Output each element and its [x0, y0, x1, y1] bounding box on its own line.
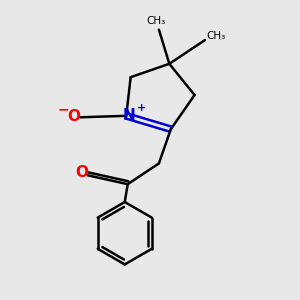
Text: O: O: [75, 165, 88, 180]
Text: N: N: [123, 108, 136, 123]
Text: CH₃: CH₃: [207, 32, 226, 41]
Text: CH₃: CH₃: [146, 16, 166, 26]
Text: −: −: [57, 102, 69, 116]
Text: +: +: [137, 103, 146, 113]
Text: O: O: [68, 109, 81, 124]
